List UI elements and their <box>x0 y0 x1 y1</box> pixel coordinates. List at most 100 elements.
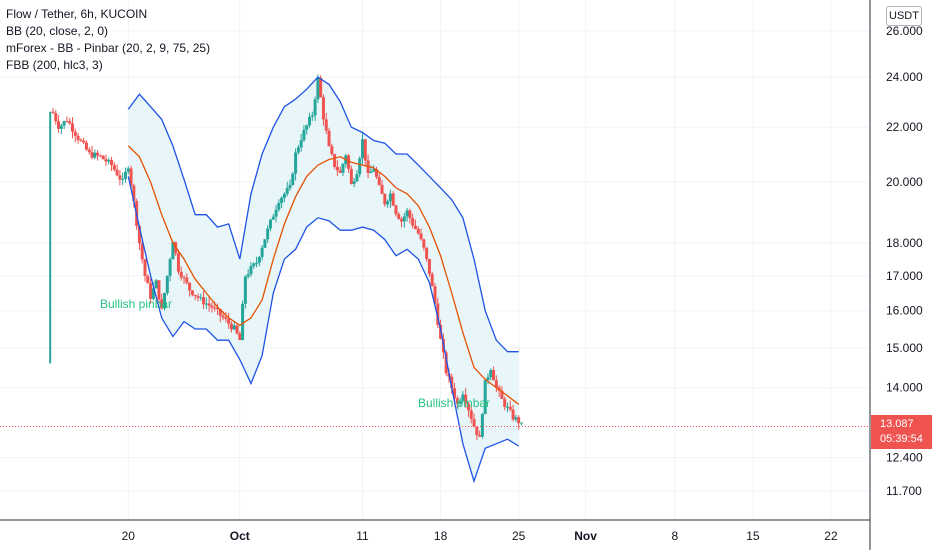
candle <box>294 152 298 174</box>
candle <box>62 121 66 126</box>
candle <box>341 163 345 173</box>
candle <box>121 178 125 180</box>
candle <box>182 277 186 279</box>
candle <box>400 218 404 222</box>
candle <box>190 290 194 295</box>
candle <box>436 303 440 325</box>
candle <box>51 111 55 114</box>
candle <box>221 315 225 318</box>
legend-fbb[interactable]: FBB (200, hlc3, 3) <box>6 58 103 72</box>
candle <box>188 282 192 291</box>
candle <box>388 193 392 202</box>
candle <box>112 165 116 170</box>
legend-bb[interactable]: BB (20, close, 2, 0) <box>6 24 109 38</box>
candle <box>165 275 169 294</box>
legend-mforex[interactable]: mForex - BB - Pinbar (20, 2, 9, 75, 25) <box>6 41 211 55</box>
candle <box>246 274 250 277</box>
candle <box>185 277 189 283</box>
candle <box>310 115 314 117</box>
candle <box>123 171 127 179</box>
candle <box>176 253 180 272</box>
candle <box>271 216 275 220</box>
candle <box>255 262 259 264</box>
candle <box>49 111 52 364</box>
x-tick-label: 25 <box>512 529 526 543</box>
candle <box>154 280 158 289</box>
candle <box>425 247 429 259</box>
bollinger-band-fill <box>128 77 519 482</box>
candle <box>486 377 490 381</box>
candle <box>263 239 267 248</box>
last-price-value: 13.087 <box>880 418 914 430</box>
candle <box>299 140 303 148</box>
candle <box>405 210 409 217</box>
x-tick-label: 15 <box>746 529 760 543</box>
candle <box>330 146 334 155</box>
y-tick-label: 24.000 <box>886 70 923 84</box>
candle <box>349 168 353 184</box>
candle <box>140 243 144 260</box>
candle <box>506 406 509 408</box>
candle <box>243 276 247 304</box>
candle <box>363 139 367 161</box>
candle <box>107 159 111 162</box>
candle <box>73 131 77 136</box>
upper-band-line <box>127 76 519 353</box>
currency-button[interactable]: USDT <box>886 6 922 26</box>
y-tick-label: 26.000 <box>886 24 923 38</box>
candle <box>408 210 412 219</box>
candle <box>82 140 86 143</box>
candle <box>450 376 454 389</box>
legend-symbol[interactable]: Flow / Tether, 6h, KUCOIN <box>6 7 148 21</box>
candle <box>196 296 200 298</box>
candle <box>383 193 387 205</box>
candle <box>503 398 507 407</box>
candle <box>444 352 448 374</box>
candle <box>500 390 504 399</box>
x-tick-label: 22 <box>824 529 838 543</box>
last-price-badge: 13.087 05:39:54 <box>871 415 932 449</box>
candle <box>302 129 306 141</box>
candle <box>511 409 515 420</box>
candle <box>394 205 398 215</box>
candle <box>57 121 61 129</box>
candle <box>168 259 172 276</box>
candle <box>199 297 203 299</box>
candle <box>229 323 233 330</box>
countdown-timer: 05:39:54 <box>880 433 923 445</box>
candle <box>352 181 356 184</box>
candle <box>430 273 434 287</box>
candle <box>483 380 487 415</box>
candle <box>193 294 197 297</box>
candle <box>118 175 122 180</box>
candle <box>489 370 493 378</box>
x-tick-label: 11 <box>356 529 369 543</box>
y-tick-label: 16.000 <box>886 304 923 318</box>
candle <box>207 303 211 306</box>
x-tick-label: Oct <box>230 529 250 543</box>
candle <box>464 394 468 404</box>
candle <box>475 426 479 436</box>
candle <box>224 317 228 319</box>
candle <box>386 201 390 205</box>
candle <box>285 188 289 194</box>
candle <box>96 152 100 156</box>
y-tick-label: 20.000 <box>886 175 923 189</box>
candle <box>65 121 69 123</box>
candle <box>324 119 328 131</box>
candle <box>151 288 155 299</box>
candle <box>277 202 281 210</box>
candle <box>397 214 401 219</box>
candle <box>163 293 167 309</box>
lower-band-line <box>127 176 520 484</box>
indicator-legend: Flow / Tether, 6h, KUCOIN BB (20, close,… <box>6 6 210 74</box>
candle <box>427 258 431 274</box>
candle <box>291 173 295 185</box>
candle <box>355 174 359 182</box>
candle <box>347 155 351 169</box>
candle <box>126 168 130 172</box>
candle <box>308 116 312 126</box>
candle <box>98 155 102 157</box>
candle <box>101 155 105 160</box>
